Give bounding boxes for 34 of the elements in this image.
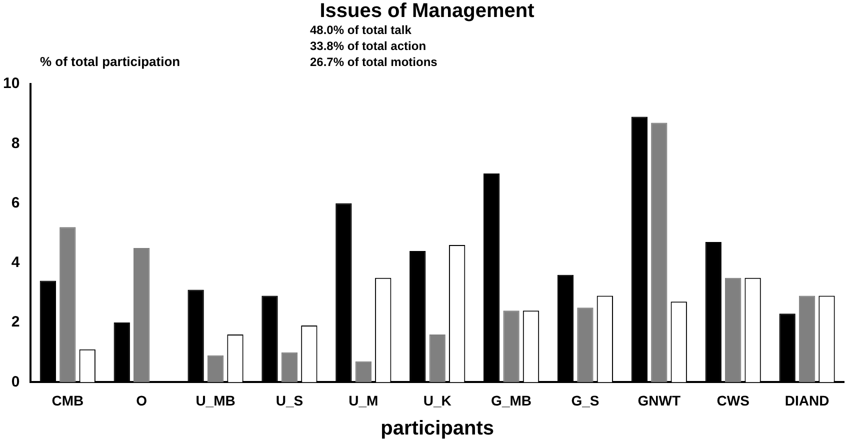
x-tick-label: GNWT [638,392,681,408]
x-tick-label: G_MB [491,392,532,408]
y-axis-title: % of total participation [40,54,180,69]
text: 48.0% of total talk [310,22,412,38]
y-tick-label: 4 [11,254,20,272]
x-tick-label: U_S [276,392,304,408]
bar [651,122,668,382]
text: 26.7% of total motions [310,54,438,70]
x-tick-label: U_K [423,392,452,408]
bar [60,227,76,382]
bar [577,308,594,382]
bar [134,248,150,382]
y-tick-label: 6 [11,194,20,212]
bar [281,352,298,382]
text: 33.8% of total action [310,38,428,54]
x-tick-label: CMB [52,392,84,408]
x-tick-label: G_S [571,392,600,408]
y-tick-label: 8 [11,134,20,152]
x-axis-title: participants [380,418,494,440]
x-tick-label: U_M [348,392,378,408]
chart-title: Issues of Management [318,0,536,23]
bar [355,361,372,382]
y-tick-label: 2 [11,314,20,331]
x-tick-label: U_MB [196,392,236,408]
x-tick-label: O [136,392,148,408]
bar [207,355,224,382]
y-tick-label: 0 [11,373,20,390]
x-tick-label: DIAND [784,392,830,408]
bar [725,278,742,382]
bar [503,310,520,382]
bar [429,334,446,382]
x-tick-label: CWS [716,392,750,408]
bar [798,296,816,382]
y-tick-label: 10 [2,75,20,92]
